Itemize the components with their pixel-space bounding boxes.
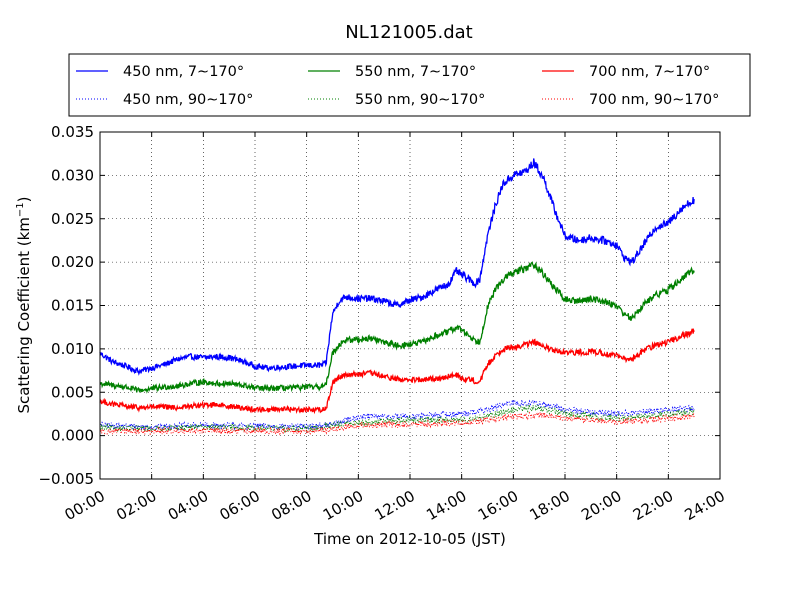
legend-label: 450 nm, 7∼170° bbox=[123, 64, 244, 80]
x-tick-label: 08:00 bbox=[268, 487, 314, 524]
y-tick-label: −0.005 bbox=[38, 470, 94, 488]
x-tick-label: 20:00 bbox=[578, 487, 624, 524]
series-layer bbox=[99, 158, 695, 436]
y-tick-label: 0.005 bbox=[51, 383, 94, 401]
chart-title: NL121005.dat bbox=[345, 22, 472, 43]
y-axis-label: Scattering Coefficient (km−1) bbox=[15, 196, 33, 413]
x-tick-label: 18:00 bbox=[527, 487, 573, 524]
series-line bbox=[99, 404, 695, 434]
y-axis-label-main: Scattering Coefficient (km bbox=[15, 217, 33, 413]
legend-label: 550 nm, 90∼170° bbox=[355, 92, 485, 108]
x-tick-label: 16:00 bbox=[475, 487, 521, 524]
x-tick-label: 04:00 bbox=[165, 487, 211, 524]
series-line bbox=[99, 158, 695, 376]
y-tick-label: 0.000 bbox=[51, 427, 94, 445]
legend-label: 700 nm, 7∼170° bbox=[589, 64, 710, 80]
y-tick-label: 0.010 bbox=[51, 340, 94, 358]
y-tick-label: 0.020 bbox=[51, 253, 94, 271]
y-axis-label-unit-exponent: −1 bbox=[15, 202, 26, 217]
y-axis-label-close: ) bbox=[15, 196, 33, 202]
legend: 450 nm, 7∼170° 550 nm, 7∼170° 700 nm, 7∼17… bbox=[68, 53, 751, 117]
x-tick-label: 02:00 bbox=[113, 487, 159, 524]
y-tick-label: 0.025 bbox=[51, 210, 94, 228]
x-tick-label: 12:00 bbox=[372, 487, 418, 524]
series-line bbox=[99, 411, 695, 436]
series-line bbox=[99, 327, 695, 415]
y-tick-label: 0.015 bbox=[51, 297, 94, 315]
axis-ticks: 00:00 02:00 04:00 06:00 08:00 10:00 12:00 14:00… bbox=[38, 123, 728, 524]
x-tick-label: 14:00 bbox=[423, 487, 469, 524]
x-tick-label: 24:00 bbox=[682, 487, 728, 524]
legend-box bbox=[68, 53, 751, 117]
series-line bbox=[99, 261, 695, 394]
x-tick-label: 22:00 bbox=[630, 487, 676, 524]
legend-label: 550 nm, 7∼170° bbox=[355, 64, 476, 80]
x-tick-label: 00:00 bbox=[62, 487, 108, 524]
x-tick-label: 10:00 bbox=[320, 487, 366, 524]
y-tick-label: 0.035 bbox=[51, 123, 94, 141]
x-axis-label: Time on 2012-10-05 (JST) bbox=[313, 530, 506, 548]
legend-label: 700 nm, 90∼170° bbox=[589, 92, 719, 108]
x-tick-label: 06:00 bbox=[217, 487, 263, 524]
legend-label: 450 nm, 90∼170° bbox=[123, 92, 253, 108]
grid bbox=[100, 132, 720, 479]
y-tick-label: 0.030 bbox=[51, 166, 94, 184]
